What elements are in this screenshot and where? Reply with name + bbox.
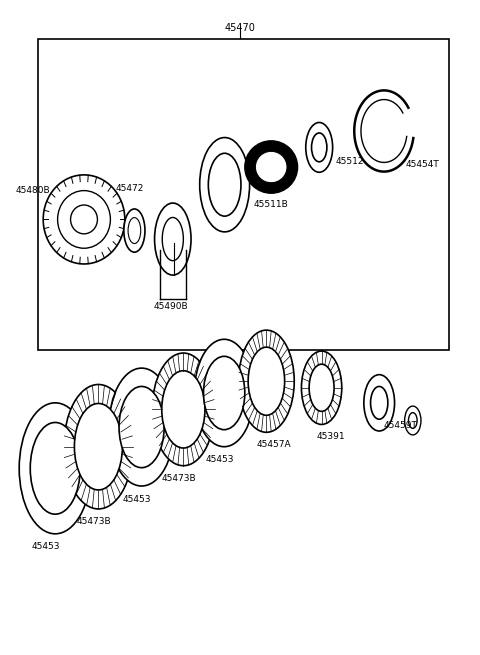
- Ellipse shape: [194, 339, 254, 447]
- Ellipse shape: [248, 347, 285, 415]
- Ellipse shape: [155, 203, 191, 275]
- Ellipse shape: [109, 368, 174, 486]
- Text: 45454T: 45454T: [406, 160, 439, 169]
- Text: 45470: 45470: [225, 23, 255, 33]
- Ellipse shape: [74, 403, 122, 490]
- Text: 45459T: 45459T: [384, 421, 418, 430]
- Ellipse shape: [306, 122, 333, 172]
- Ellipse shape: [43, 175, 125, 264]
- Ellipse shape: [408, 413, 417, 428]
- Ellipse shape: [405, 406, 421, 435]
- Ellipse shape: [119, 386, 164, 468]
- Text: 45473B: 45473B: [161, 474, 196, 483]
- Ellipse shape: [204, 356, 245, 430]
- Ellipse shape: [64, 384, 133, 509]
- Text: 45453: 45453: [122, 495, 151, 504]
- Ellipse shape: [71, 205, 97, 234]
- Ellipse shape: [309, 364, 334, 411]
- Ellipse shape: [162, 371, 205, 448]
- Ellipse shape: [200, 138, 250, 232]
- Ellipse shape: [371, 386, 388, 419]
- Text: 45391: 45391: [317, 432, 346, 441]
- Text: 45512: 45512: [336, 157, 364, 166]
- Text: 45453: 45453: [205, 455, 234, 464]
- Text: 45490B: 45490B: [153, 302, 188, 311]
- Ellipse shape: [19, 403, 91, 534]
- Ellipse shape: [128, 217, 141, 244]
- Ellipse shape: [58, 191, 110, 248]
- Ellipse shape: [245, 141, 298, 193]
- Ellipse shape: [152, 353, 215, 466]
- Text: 45453: 45453: [31, 542, 60, 552]
- Ellipse shape: [30, 422, 80, 514]
- Bar: [38, 39, 449, 350]
- Ellipse shape: [124, 209, 145, 252]
- Ellipse shape: [364, 375, 395, 431]
- Ellipse shape: [255, 151, 287, 183]
- Text: 45473B: 45473B: [76, 517, 111, 527]
- Ellipse shape: [301, 351, 342, 424]
- Ellipse shape: [162, 217, 183, 261]
- Text: 45472: 45472: [115, 183, 144, 193]
- Ellipse shape: [208, 153, 241, 216]
- Text: 45480B: 45480B: [16, 185, 50, 195]
- Ellipse shape: [312, 133, 327, 162]
- Ellipse shape: [239, 330, 294, 432]
- Text: 45511B: 45511B: [254, 200, 288, 210]
- Text: 45457A: 45457A: [256, 440, 291, 449]
